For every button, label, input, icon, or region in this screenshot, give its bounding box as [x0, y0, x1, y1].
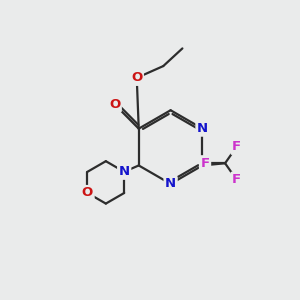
Text: N: N: [165, 177, 176, 190]
Text: N: N: [118, 165, 130, 178]
Text: O: O: [131, 71, 142, 84]
Text: N: N: [197, 122, 208, 135]
Text: O: O: [82, 187, 93, 200]
Text: O: O: [109, 98, 120, 111]
Text: F: F: [200, 157, 210, 170]
Text: F: F: [232, 140, 241, 153]
Text: F: F: [232, 173, 241, 186]
